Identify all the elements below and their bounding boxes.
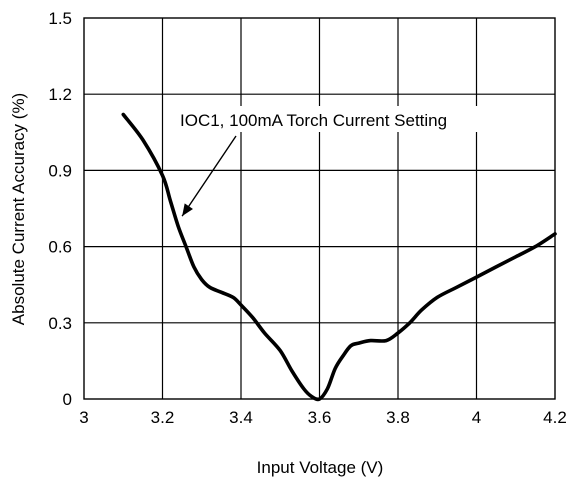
y-tick-label: 0.9 bbox=[48, 161, 72, 180]
x-tick-label: 3.2 bbox=[151, 408, 175, 427]
y-tick-label: 1.5 bbox=[48, 9, 72, 28]
y-tick-label: 0.6 bbox=[48, 238, 72, 257]
series bbox=[121, 112, 557, 402]
annotation-arrowhead bbox=[182, 203, 193, 217]
annotations: IOC1, 100mA Torch Current Setting bbox=[170, 106, 532, 217]
series-line bbox=[121, 112, 557, 402]
annotation-label: IOC1, 100mA Torch Current Setting bbox=[180, 111, 447, 130]
x-axis-title: Input Voltage (V) bbox=[257, 458, 384, 477]
annotation-arrow-line bbox=[181, 135, 237, 217]
annotation-background bbox=[170, 106, 532, 132]
x-tick-label: 3.6 bbox=[308, 408, 332, 427]
x-tick-label: 3.4 bbox=[229, 408, 253, 427]
y-tick-label: 0 bbox=[63, 390, 72, 409]
y-tick-label: 1.2 bbox=[48, 85, 72, 104]
x-tick-label: 3.8 bbox=[386, 408, 410, 427]
x-tick-label: 4 bbox=[472, 408, 481, 427]
y-tick-label: 0.3 bbox=[48, 314, 72, 333]
y-axis-title: Absolute Current Accuracy (%) bbox=[9, 93, 28, 325]
x-tick-label: 3 bbox=[79, 408, 88, 427]
x-tick-label: 4.2 bbox=[543, 408, 567, 427]
grid bbox=[84, 18, 555, 399]
tick-labels: 3 3.2 3.4 3.6 3.8 4 4.2 0 0.3 0.6 0.9 1.2 1.5 bbox=[48, 9, 566, 427]
